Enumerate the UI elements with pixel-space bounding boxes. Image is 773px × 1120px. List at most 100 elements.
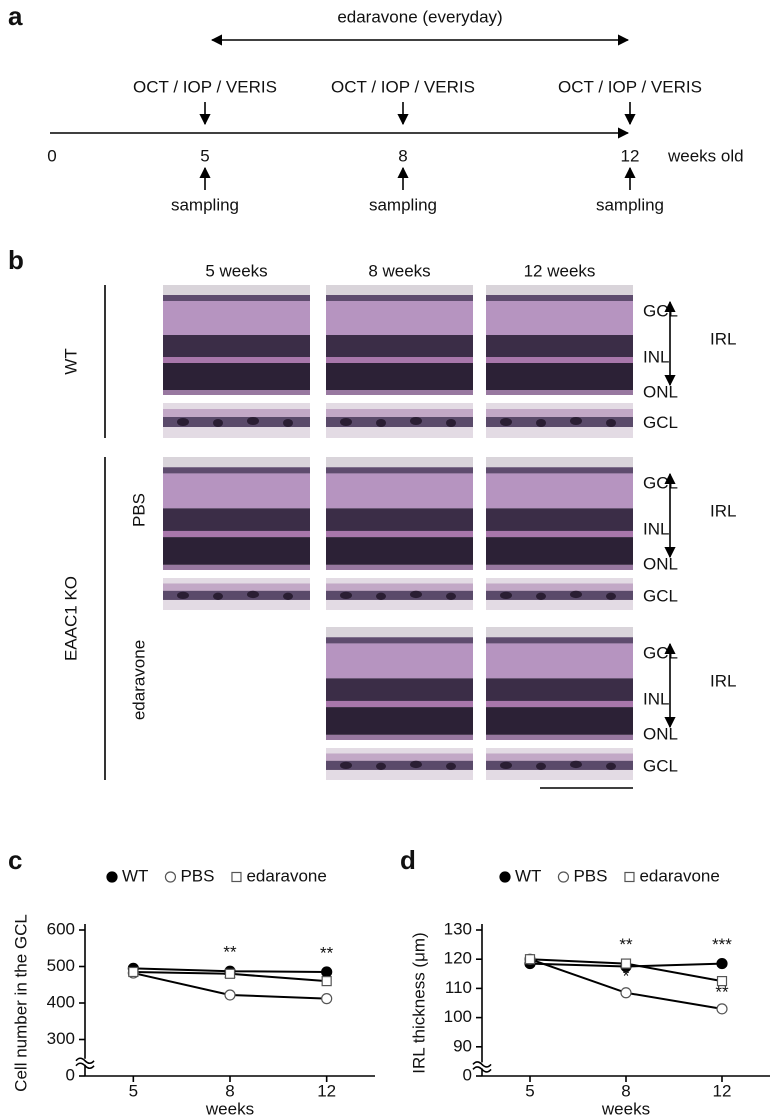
significance-label: ** (320, 943, 334, 962)
legend-marker (624, 871, 635, 883)
exam-label: OCT / IOP / VERIS (558, 77, 702, 96)
marker (224, 989, 236, 1001)
layer-label: GCL (643, 756, 678, 775)
span-label: IRL (710, 501, 736, 520)
retina-micrograph (326, 457, 473, 570)
legend-marker (231, 871, 242, 883)
x-axis-label: weeks (601, 1099, 650, 1118)
group-label: EAAC1 KO (61, 576, 80, 661)
layer-label: INL (643, 347, 669, 366)
x-tick-label: 12 (317, 1081, 336, 1100)
y-tick-label: 90 (453, 1036, 472, 1055)
exam-label: OCT / IOP / VERIS (133, 77, 277, 96)
y-tick-label: 300 (47, 1029, 75, 1048)
layer-label: ONL (643, 554, 678, 573)
layer-label: GCL (643, 473, 678, 492)
column-header: 8 weeks (368, 261, 430, 280)
y-axis-label: Cell number in the GCL (11, 914, 30, 1092)
significance-label: ** (223, 943, 237, 962)
marker (716, 1003, 728, 1015)
retina-micrograph (326, 627, 473, 740)
marker (128, 966, 139, 978)
panel-label: c (8, 845, 22, 875)
retina-micrograph (486, 627, 633, 740)
legend-label: WT (515, 866, 541, 885)
treatment-label: edaravone (everyday) (337, 7, 502, 26)
y-tick-label: 130 (444, 919, 472, 938)
timepoint-label: 0 (47, 146, 56, 165)
x-tick-label: 12 (713, 1081, 732, 1100)
layer-label: GCL (643, 413, 678, 432)
marker (321, 993, 333, 1005)
sampling-label: sampling (171, 195, 239, 214)
retina-micrograph (326, 285, 473, 395)
retina-micrograph (486, 285, 633, 395)
legend-label: edaravone (246, 866, 326, 885)
x-tick-label: 5 (525, 1081, 534, 1100)
significance-label: * (623, 966, 630, 985)
marker (620, 958, 632, 969)
marker (224, 968, 236, 979)
legend-marker (499, 871, 511, 883)
significance-label: ** (715, 982, 729, 1001)
unit-label: weeks old (667, 146, 744, 165)
marker (716, 957, 728, 970)
span-label: IRL (710, 329, 736, 348)
column-header: 12 weeks (524, 261, 596, 280)
timepoint-label: 5 (200, 146, 209, 165)
subgroup-label: PBS (129, 493, 148, 527)
y-tick-label: 120 (444, 949, 472, 968)
gcl-micrograph (326, 578, 473, 610)
legend-label: edaravone (639, 866, 719, 885)
axis-break (472, 1061, 492, 1073)
significance-label: *** (712, 935, 732, 954)
span-label: IRL (710, 671, 736, 690)
y-tick-label: 500 (47, 956, 75, 975)
layer-label: INL (643, 519, 669, 538)
panel-label: d (400, 845, 416, 875)
marker (620, 987, 632, 999)
column-header: 5 weeks (205, 261, 267, 280)
layer-label: GCL (643, 301, 678, 320)
marker (321, 975, 332, 987)
legend-label: PBS (573, 866, 607, 885)
significance-label: ** (619, 935, 633, 954)
marker (716, 975, 728, 987)
y-tick-label: 100 (444, 1007, 472, 1026)
x-tick-label: 8 (621, 1081, 630, 1100)
layer-label: GCL (643, 643, 678, 662)
group-label: WT (61, 348, 80, 374)
gcl-micrograph (326, 403, 473, 438)
y-tick-label: 0 (66, 1065, 75, 1084)
subgroup-label: edaravone (129, 640, 148, 720)
gcl-micrograph (163, 578, 310, 610)
layer-label: ONL (643, 724, 678, 743)
legend-marker (557, 871, 570, 883)
y-tick-label: 400 (47, 992, 75, 1011)
timepoint-label: 12 (621, 146, 640, 165)
retina-micrograph (486, 457, 633, 570)
legend-marker (106, 871, 118, 883)
x-tick-label: 8 (225, 1081, 234, 1100)
legend-label: PBS (180, 866, 214, 885)
sampling-label: sampling (369, 195, 437, 214)
x-axis-label: weeks (205, 1099, 254, 1118)
marker (524, 954, 536, 965)
layer-label: ONL (643, 382, 678, 401)
legend-label: WT (122, 866, 148, 885)
exam-label: OCT / IOP / VERIS (331, 77, 475, 96)
gcl-micrograph (486, 578, 633, 610)
y-axis-label: IRL thickness (μm) (409, 932, 428, 1073)
gcl-micrograph (486, 403, 633, 438)
legend-marker (164, 871, 177, 883)
panel-label: b (8, 245, 24, 275)
y-tick-label: 0 (463, 1065, 472, 1084)
gcl-micrograph (486, 748, 633, 780)
y-tick-label: 600 (47, 919, 75, 938)
y-tick-label: 110 (445, 978, 472, 997)
retina-micrograph (163, 285, 310, 395)
axis-break (75, 1057, 95, 1070)
timepoint-label: 8 (398, 146, 407, 165)
x-tick-label: 5 (129, 1081, 138, 1100)
